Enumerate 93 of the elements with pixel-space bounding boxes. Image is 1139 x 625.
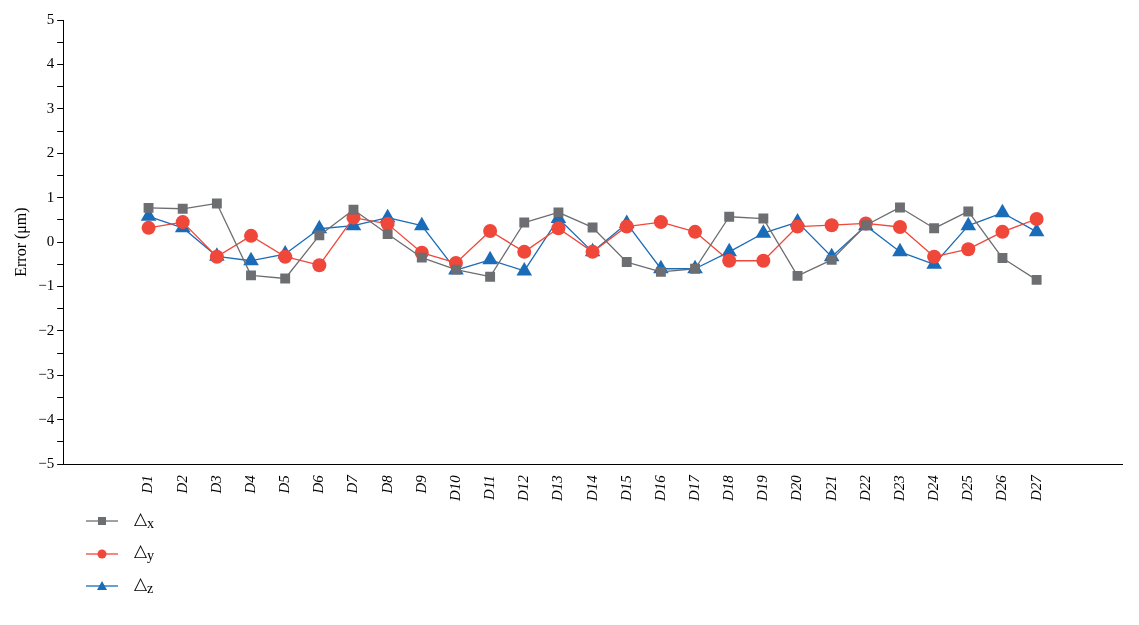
point	[177, 203, 188, 214]
point	[280, 273, 291, 284]
point	[485, 271, 496, 282]
point	[143, 202, 154, 213]
y-tick-label: −1	[38, 277, 55, 294]
point	[790, 219, 805, 234]
point	[756, 253, 771, 268]
point	[619, 219, 634, 234]
y-tick-label: 4	[46, 55, 55, 72]
x-tick-label: D25	[959, 474, 976, 503]
point	[519, 217, 530, 228]
y-tick-label: −2	[38, 321, 55, 338]
point	[824, 218, 839, 233]
x-tick-label: D23	[890, 475, 907, 503]
y-tick-label: −4	[38, 410, 55, 427]
y-tick-label: 3	[46, 99, 55, 116]
y-axis-title: Error (μm)	[11, 207, 30, 277]
point	[348, 204, 359, 215]
x-tick-label: D18	[720, 474, 737, 503]
point	[724, 211, 735, 222]
point	[995, 224, 1010, 239]
point	[243, 251, 259, 266]
x-tick-label: D22	[856, 474, 873, 503]
point	[211, 198, 222, 209]
point	[482, 250, 498, 265]
y-tick-label: 5	[46, 10, 55, 27]
legend-label: △$_{z}$	[134, 572, 154, 599]
point	[278, 249, 293, 264]
x-tick-label: D17	[685, 473, 702, 503]
point	[929, 223, 940, 234]
point	[551, 221, 566, 236]
x-tick-label: D5	[276, 474, 293, 495]
y-tick-label: 1	[46, 188, 55, 205]
point	[553, 207, 564, 218]
point	[246, 270, 256, 281]
x-tick-label: D24	[925, 474, 942, 503]
point	[892, 219, 907, 234]
x-tick-label: D4	[241, 474, 258, 495]
x-tick-label: D8	[378, 474, 395, 495]
x-tick-label: D21	[822, 475, 839, 503]
x-tick-label: D7	[344, 473, 361, 495]
y-tick-label: 0	[46, 233, 55, 250]
x-tick-label: D2	[173, 474, 190, 495]
legend-label: △$_{y}$	[134, 540, 155, 566]
point	[895, 202, 905, 213]
point	[1031, 274, 1042, 285]
point	[688, 224, 703, 239]
x-tick-label: D13	[549, 475, 566, 503]
x-tick-label: D20	[788, 474, 805, 503]
x-tick-label: D11	[481, 475, 498, 501]
point	[314, 230, 325, 241]
x-tick-label: D19	[754, 474, 771, 503]
x-tick-label: D14	[583, 474, 600, 503]
point	[860, 220, 871, 231]
point	[380, 216, 395, 231]
x-tick-label: D1	[139, 475, 156, 495]
point	[587, 222, 598, 233]
point	[382, 229, 393, 240]
point	[312, 258, 327, 273]
y-tick-label: 2	[46, 144, 55, 161]
point	[653, 215, 668, 230]
point	[963, 206, 974, 217]
x-tick-label: D12	[515, 474, 532, 503]
point	[141, 220, 156, 235]
point	[961, 242, 976, 257]
y-tick-label: −5	[38, 455, 55, 472]
point	[516, 261, 533, 276]
point	[414, 216, 430, 231]
point	[244, 228, 259, 243]
x-tick-label: D15	[617, 474, 634, 503]
point	[892, 242, 908, 257]
point	[1029, 211, 1044, 226]
x-tick-label: D6	[310, 474, 327, 495]
x-tick-label: D10	[446, 474, 463, 503]
x-tick-label: D27	[1027, 473, 1044, 503]
point	[755, 224, 772, 238]
point	[994, 203, 1011, 218]
point	[517, 244, 532, 259]
point	[621, 257, 632, 268]
point	[722, 253, 737, 268]
point	[927, 249, 942, 264]
point	[758, 213, 769, 224]
point	[416, 252, 427, 263]
x-tick-label: D9	[412, 474, 429, 495]
point	[483, 223, 498, 238]
x-tick-label: D16	[651, 474, 668, 503]
x-tick-label: D26	[993, 474, 1010, 503]
point	[960, 216, 977, 231]
point	[997, 253, 1008, 264]
x-tick-label: D3	[207, 475, 224, 495]
point	[792, 270, 803, 281]
y-tick-label: −3	[38, 366, 55, 383]
legend-label: △$_{x}$	[134, 508, 155, 534]
